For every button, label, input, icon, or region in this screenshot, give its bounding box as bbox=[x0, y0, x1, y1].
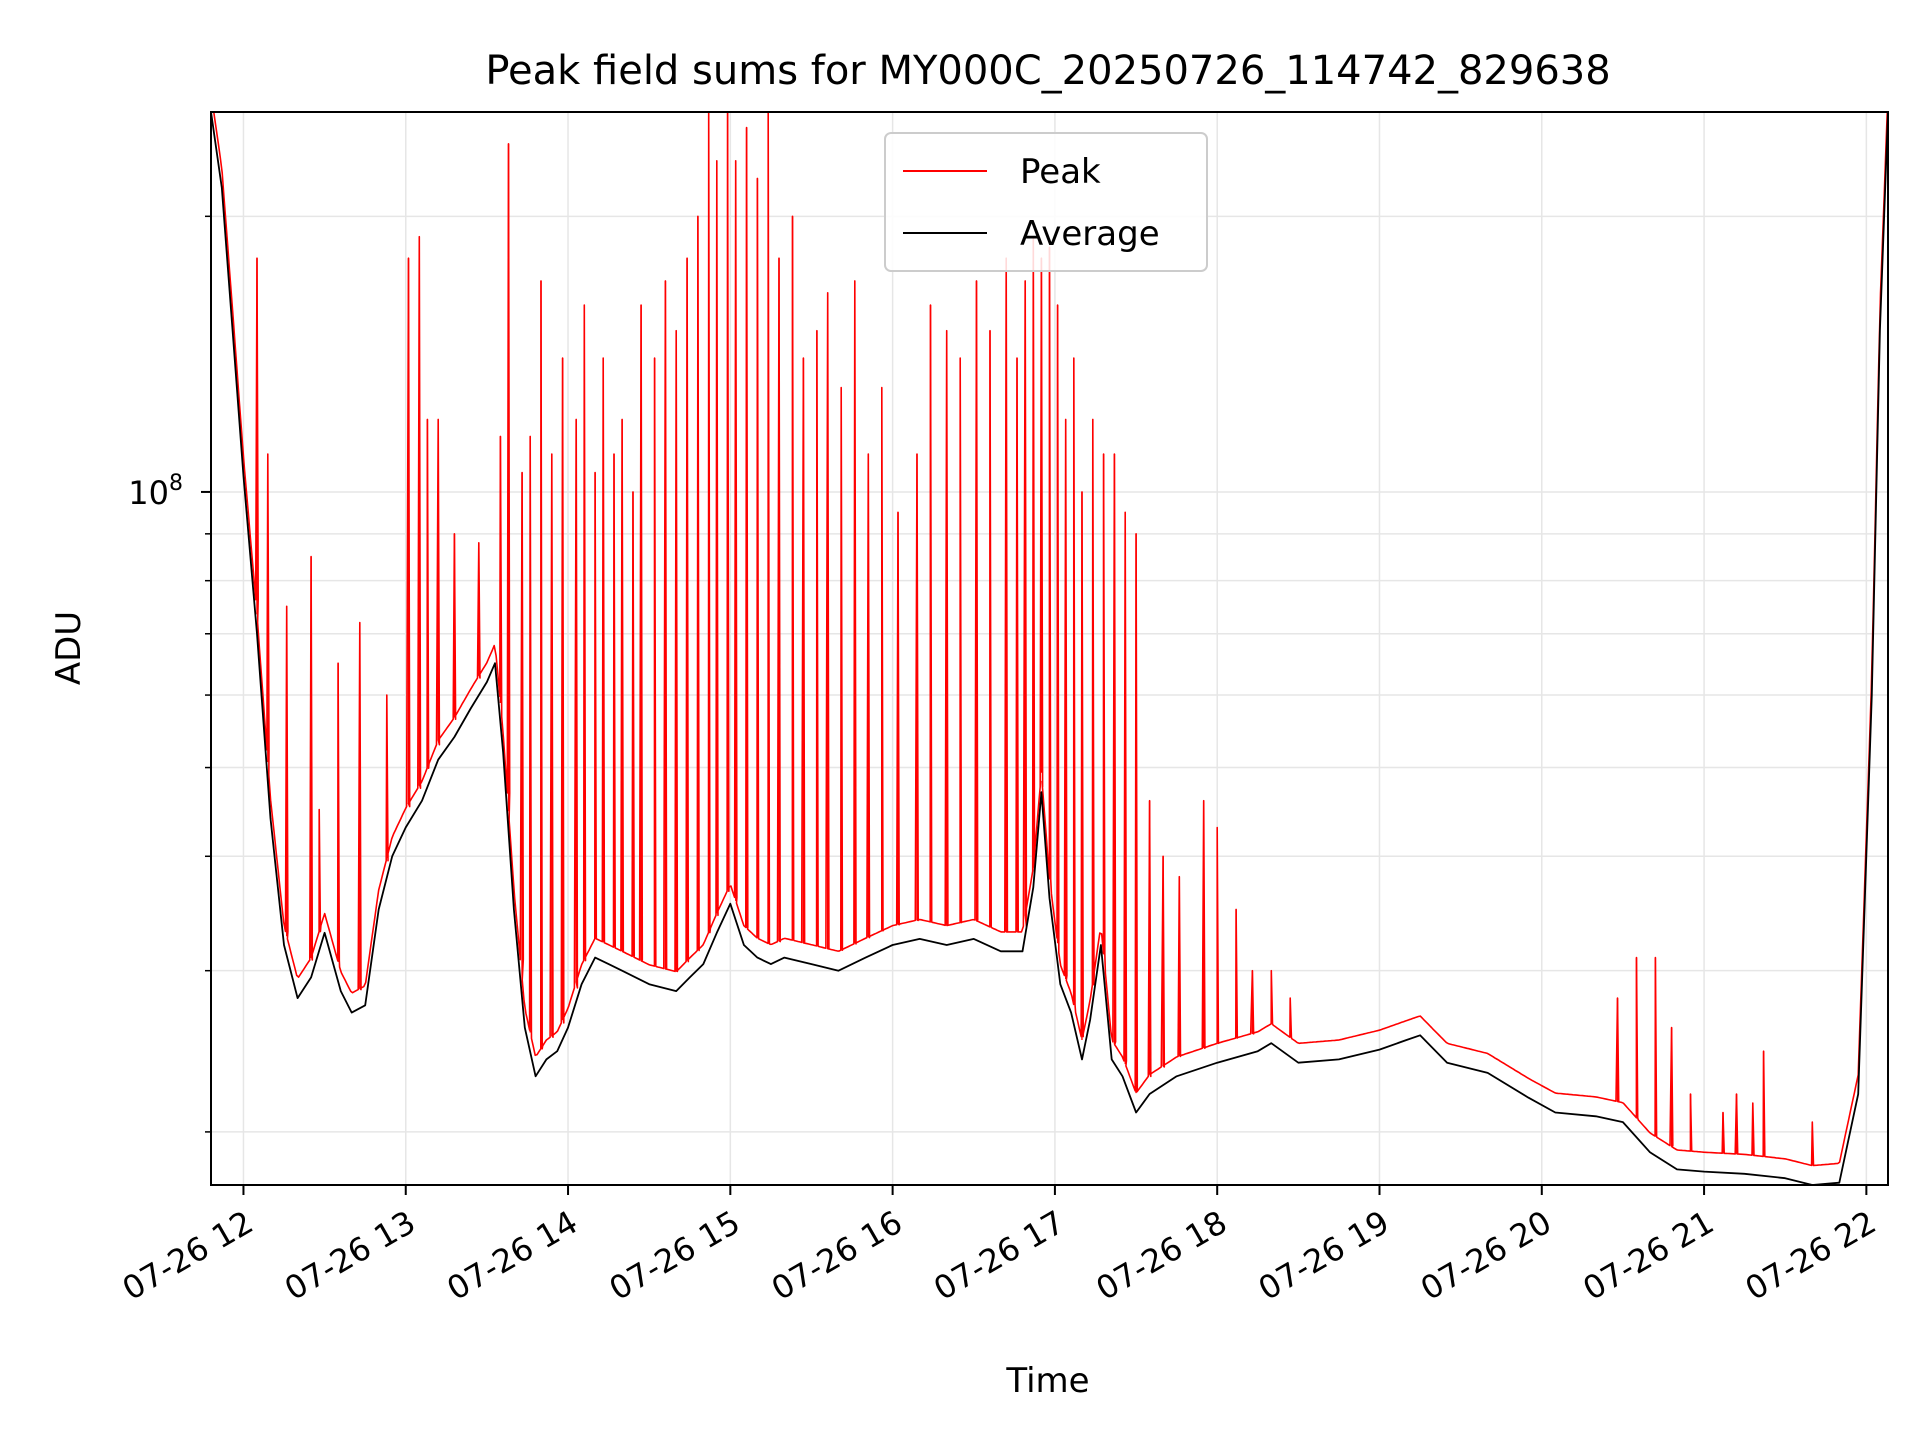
chart-title: Peak field sums for MY000C_20250726_1147… bbox=[485, 48, 1610, 94]
y-tick-label: 108 bbox=[128, 471, 183, 512]
plot-frame bbox=[210, 111, 1889, 1186]
legend-label: Peak bbox=[1020, 152, 1101, 192]
series-line-average bbox=[211, 112, 1888, 1185]
legend: Peak Average bbox=[884, 132, 1208, 272]
legend-label: Average bbox=[1020, 214, 1160, 254]
x-axis-label: Time bbox=[1005, 1361, 1089, 1401]
legend-box bbox=[884, 132, 1208, 272]
y-axis-label: ADU bbox=[49, 611, 89, 685]
y-axis-ticks: 108 bbox=[128, 215, 211, 1133]
